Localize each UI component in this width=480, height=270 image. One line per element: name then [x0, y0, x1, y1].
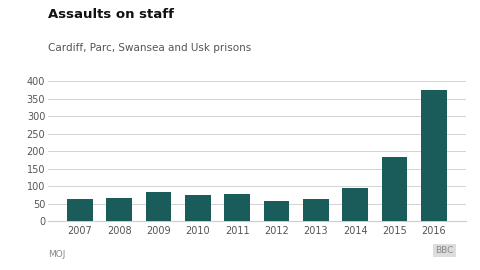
- Bar: [145, 192, 171, 221]
- Bar: [185, 195, 211, 221]
- Bar: [421, 90, 446, 221]
- Bar: [264, 201, 289, 221]
- Bar: [67, 199, 93, 221]
- Bar: [382, 157, 407, 221]
- Text: BBC: BBC: [435, 246, 454, 255]
- Text: Cardiff, Parc, Swansea and Usk prisons: Cardiff, Parc, Swansea and Usk prisons: [48, 43, 251, 53]
- Bar: [224, 194, 250, 221]
- Text: Assaults on staff: Assaults on staff: [48, 8, 174, 21]
- Text: MOJ: MOJ: [48, 250, 65, 259]
- Bar: [107, 198, 132, 221]
- Bar: [303, 199, 329, 221]
- Bar: [342, 188, 368, 221]
